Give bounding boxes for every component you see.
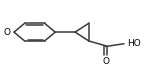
Text: O: O — [102, 57, 109, 66]
Text: HO: HO — [127, 39, 141, 48]
Text: O: O — [3, 28, 10, 37]
